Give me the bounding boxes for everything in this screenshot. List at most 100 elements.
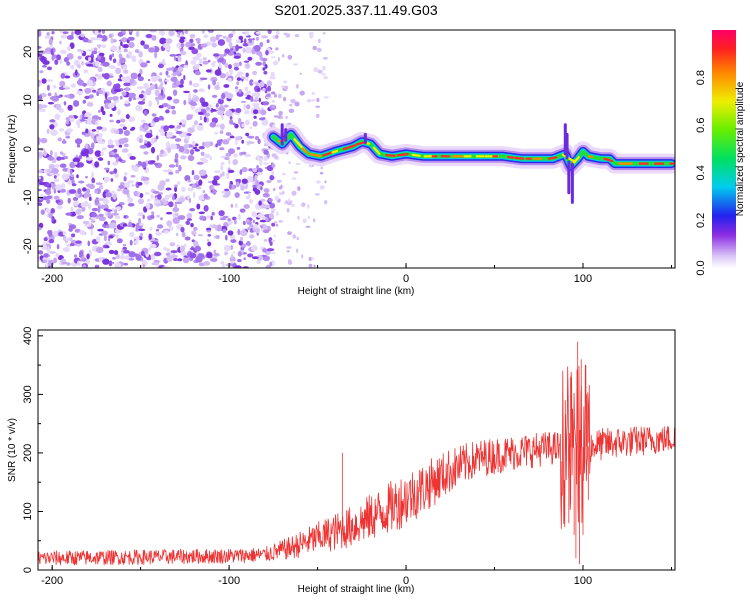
noise-blob xyxy=(84,112,92,118)
noise-blob xyxy=(185,60,188,67)
noise-blob xyxy=(155,232,162,236)
noise-blob xyxy=(203,193,208,199)
noise-blob xyxy=(284,201,286,205)
noise-blob xyxy=(271,222,276,227)
noise-blob xyxy=(47,79,53,82)
noise-blob xyxy=(258,200,262,206)
noise-blob xyxy=(131,184,135,187)
noise-blob xyxy=(241,166,248,173)
noise-blob xyxy=(243,257,246,261)
noise-blob xyxy=(109,171,114,175)
noise-blob xyxy=(102,198,110,205)
noise-blob xyxy=(112,58,117,63)
noise-blob xyxy=(172,72,177,76)
noise-blob xyxy=(90,229,94,236)
noise-blob xyxy=(123,143,129,148)
noise-blob xyxy=(165,38,173,44)
noise-blob xyxy=(256,254,264,261)
noise-blob xyxy=(92,30,95,34)
noise-blob xyxy=(166,67,173,71)
noise-blob xyxy=(174,153,179,160)
noise-blob xyxy=(191,48,199,55)
noise-blob xyxy=(194,149,200,152)
noise-blob xyxy=(287,231,292,236)
noise-blob xyxy=(255,36,260,41)
noise-blob xyxy=(143,140,148,144)
noise-blob xyxy=(85,128,89,134)
noise-blob xyxy=(198,179,203,186)
noise-blob xyxy=(76,215,84,220)
noise-blob xyxy=(169,54,177,57)
noise-blob xyxy=(58,128,65,132)
noise-blob xyxy=(236,81,240,86)
noise-blob xyxy=(192,146,198,150)
noise-blob xyxy=(280,85,285,88)
noise-blob xyxy=(283,85,289,90)
noise-blob xyxy=(261,119,269,126)
noise-blob xyxy=(119,57,126,64)
noise-blob xyxy=(252,99,259,102)
noise-blob xyxy=(94,150,102,157)
noise-blob xyxy=(137,101,146,105)
noise-blob xyxy=(238,61,242,67)
noise-blob xyxy=(150,214,155,219)
noise-blob xyxy=(235,181,240,188)
noise-blob xyxy=(72,157,81,163)
noise-blob xyxy=(196,124,204,131)
noise-blob xyxy=(236,77,242,81)
noise-blob xyxy=(122,188,130,195)
noise-blob xyxy=(263,162,269,165)
noise-blob xyxy=(256,260,261,265)
y-tick-label: 10 xyxy=(22,94,34,106)
noise-blob xyxy=(138,51,143,58)
noise-blob xyxy=(50,48,54,56)
noise-blob xyxy=(219,73,226,79)
noise-blob xyxy=(198,169,207,176)
noise-blob xyxy=(272,60,279,66)
noise-blob xyxy=(62,235,67,242)
noise-blob xyxy=(135,225,139,232)
noise-blob xyxy=(159,72,163,76)
noise-blob xyxy=(138,223,144,226)
noise-blob xyxy=(85,143,88,149)
noise-blob xyxy=(137,76,144,82)
noise-blob xyxy=(271,163,276,168)
noise-blob xyxy=(90,133,95,139)
noise-blob xyxy=(203,153,211,158)
noise-blob xyxy=(253,109,259,115)
noise-blob xyxy=(252,120,258,127)
noise-blob xyxy=(235,89,239,93)
noise-blob xyxy=(278,111,283,116)
noise-blob xyxy=(203,34,209,38)
noise-blob xyxy=(67,180,73,185)
noise-blob xyxy=(101,147,107,151)
noise-blob xyxy=(109,54,113,61)
noise-blob xyxy=(323,96,329,99)
noise-blob xyxy=(319,171,324,175)
noise-blob xyxy=(172,217,180,225)
noise-blob xyxy=(66,61,71,66)
noise-blob xyxy=(142,264,145,268)
noise-blob xyxy=(232,216,237,221)
noise-blob xyxy=(215,34,220,41)
noise-blob xyxy=(124,100,129,104)
noise-blob xyxy=(219,147,225,151)
noise-blob xyxy=(252,219,256,224)
noise-blob xyxy=(82,187,87,192)
noise-blob xyxy=(46,84,50,91)
noise-blob xyxy=(286,208,290,213)
noise-blob xyxy=(173,98,180,104)
noise-blob xyxy=(308,256,312,262)
snr-series-line xyxy=(38,341,675,566)
noise-blob xyxy=(324,200,328,205)
noise-blob xyxy=(120,30,125,33)
noise-blob xyxy=(94,60,100,67)
noise-blob xyxy=(321,73,326,76)
noise-blob xyxy=(150,123,156,127)
snr-xlabel: Height of straight line (km) xyxy=(298,584,415,595)
noise-blob xyxy=(125,114,130,119)
noise-blob xyxy=(223,52,227,57)
noise-blob xyxy=(287,198,291,203)
noise-blob xyxy=(145,132,153,139)
noise-blob xyxy=(70,64,75,70)
